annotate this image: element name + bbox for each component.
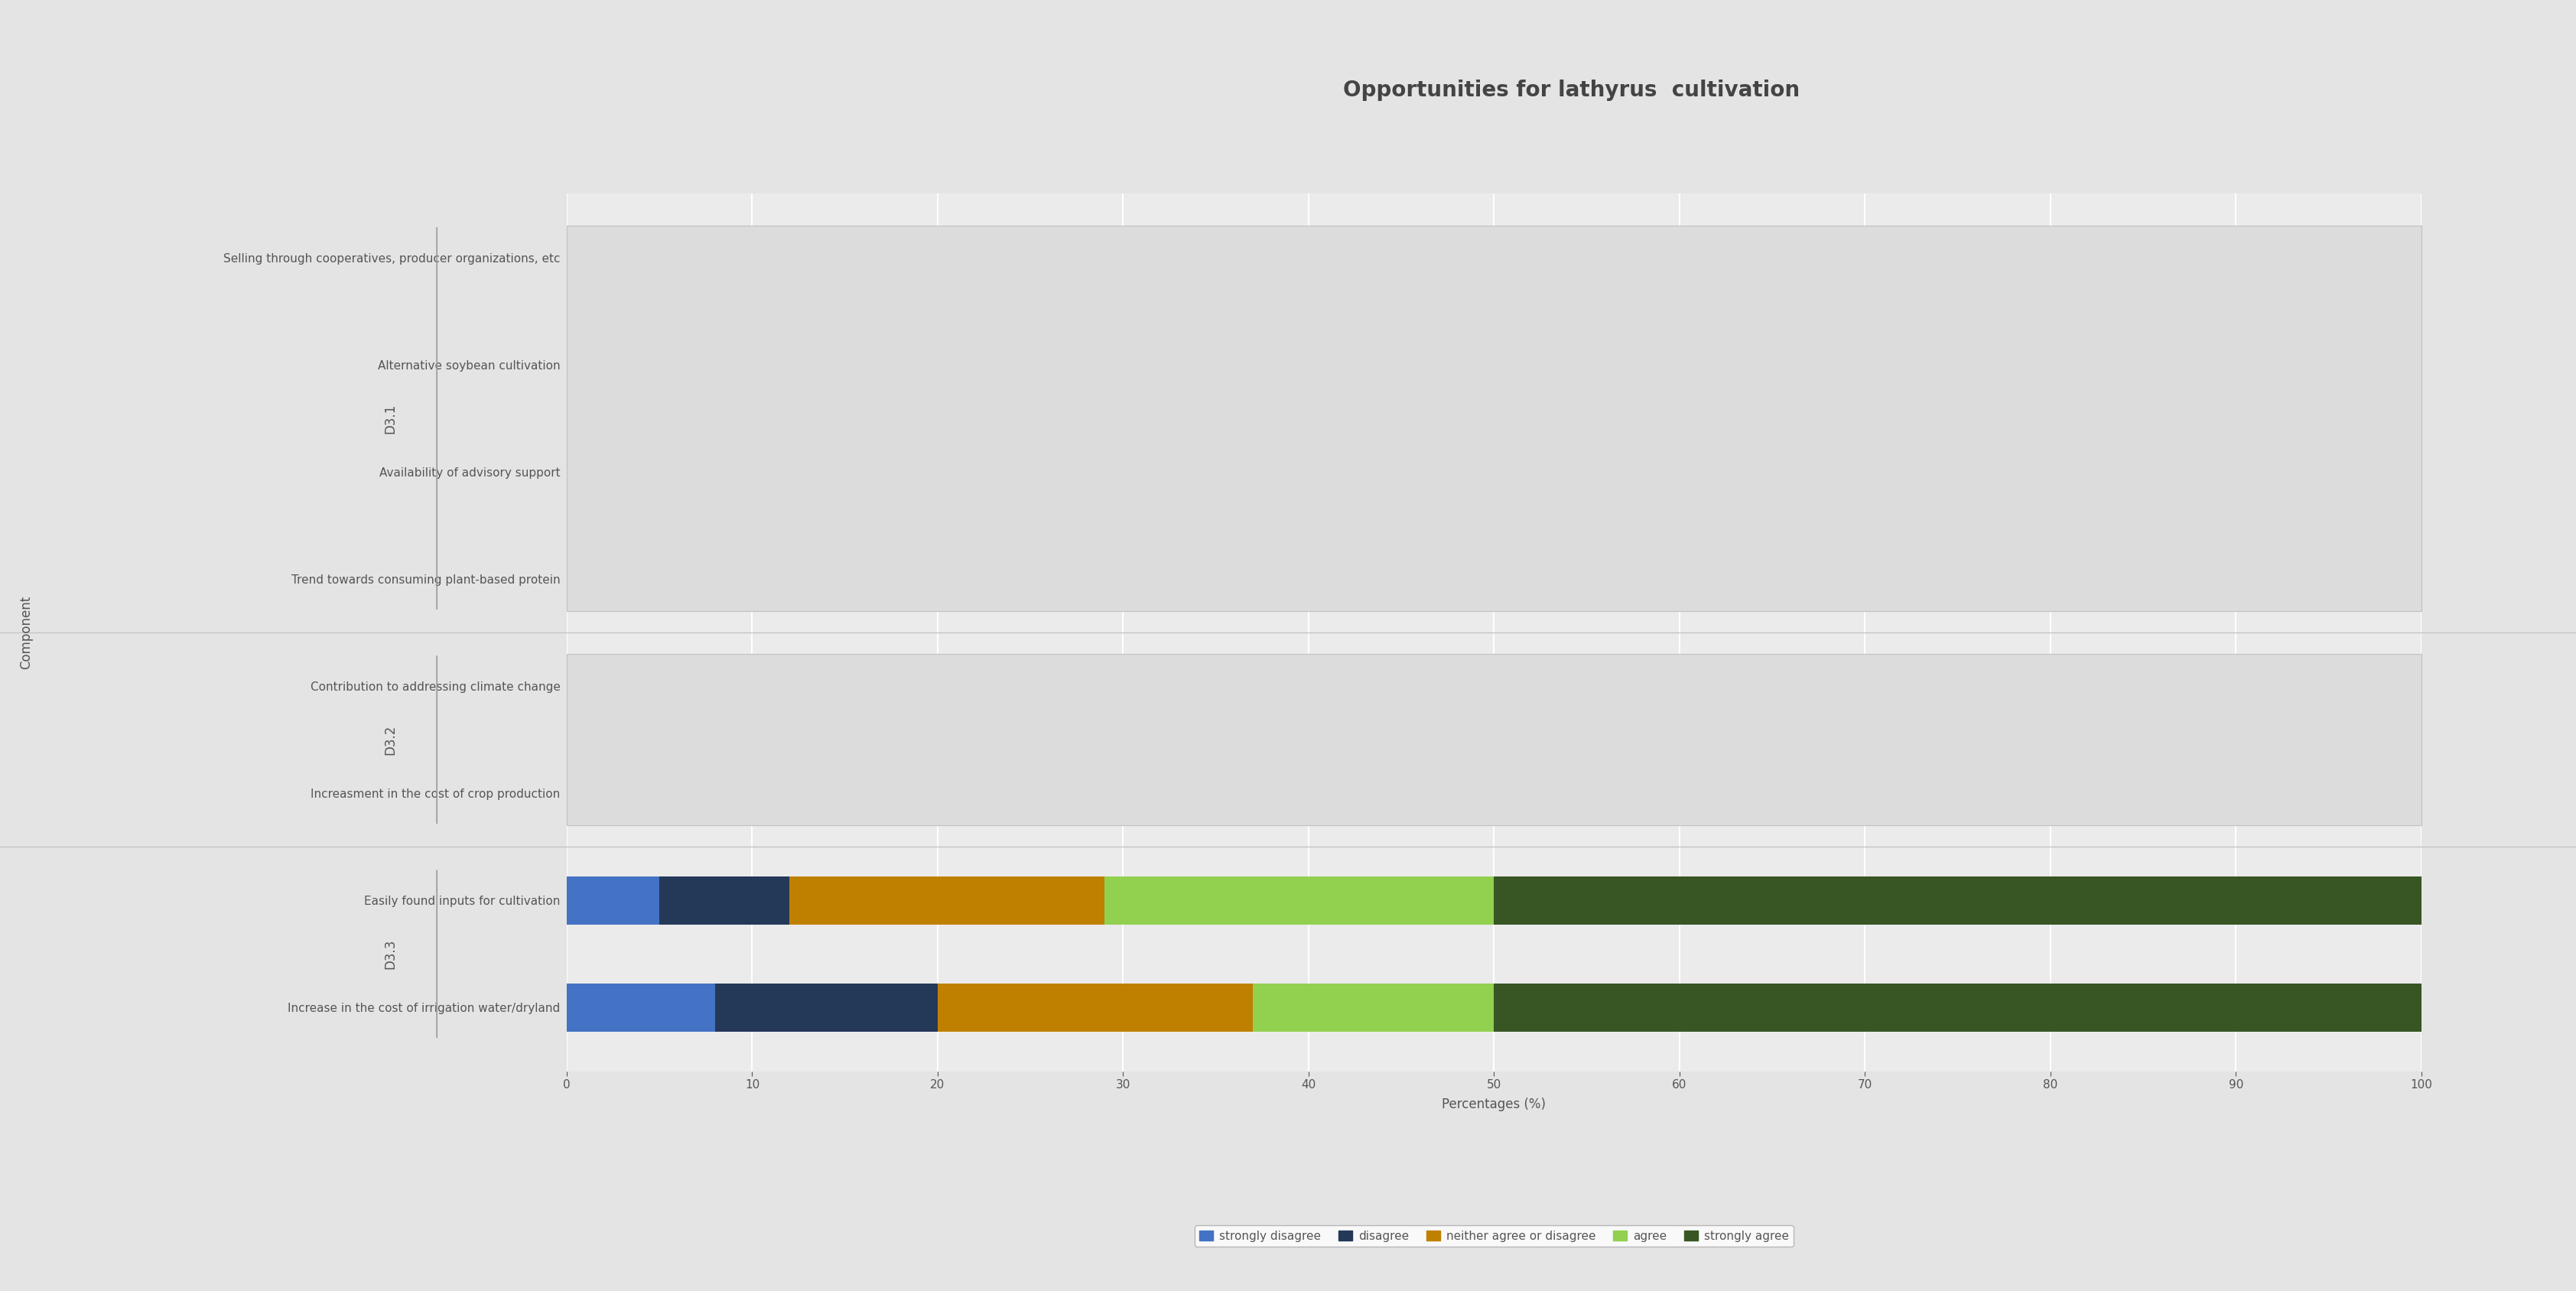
Bar: [1105, 877, 1494, 924]
Bar: [1066, 555, 1458, 603]
Bar: [1494, 984, 2421, 1032]
Bar: [1458, 448, 2421, 496]
Bar: [641, 769, 770, 817]
Bar: [567, 341, 734, 389]
Text: D3.2: D3.2: [384, 724, 397, 755]
Bar: [623, 234, 881, 281]
Bar: [623, 662, 788, 710]
Bar: [788, 448, 1105, 496]
Bar: [1662, 769, 2421, 817]
Bar: [1123, 769, 1662, 817]
Bar: [567, 448, 677, 496]
Bar: [567, 769, 641, 817]
Bar: [938, 984, 1252, 1032]
Bar: [567, 984, 716, 1032]
Bar: [677, 448, 788, 496]
Bar: [659, 555, 863, 603]
Bar: [567, 234, 623, 281]
Bar: [716, 984, 938, 1032]
Bar: [770, 769, 1123, 817]
Bar: [567, 226, 2421, 611]
Bar: [567, 877, 659, 924]
Text: D3.3: D3.3: [384, 939, 397, 970]
Bar: [1198, 341, 1605, 389]
Bar: [1030, 662, 1587, 710]
Bar: [734, 341, 938, 389]
Text: D3.1: D3.1: [384, 403, 397, 434]
Legend: strongly disagree, disagree, neither agree or disagree, agree, strongly agree: strongly disagree, disagree, neither agr…: [1195, 1225, 1793, 1246]
Bar: [881, 234, 1198, 281]
Bar: [659, 877, 788, 924]
Bar: [863, 555, 1066, 603]
Bar: [567, 555, 659, 603]
Bar: [567, 662, 623, 710]
Bar: [1105, 448, 1458, 496]
Bar: [1252, 984, 1494, 1032]
Text: Component: Component: [18, 595, 33, 670]
X-axis label: Percentages (%): Percentages (%): [1443, 1097, 1546, 1112]
Bar: [1587, 662, 2421, 710]
Bar: [1198, 234, 1754, 281]
Bar: [788, 877, 1105, 924]
Bar: [1458, 555, 2421, 603]
Bar: [567, 655, 2421, 825]
Bar: [1605, 341, 2421, 389]
Bar: [1754, 234, 2421, 281]
Bar: [1494, 877, 2421, 924]
Bar: [788, 662, 1030, 710]
Text: Opportunities for lathyrus  cultivation: Opportunities for lathyrus cultivation: [1342, 80, 1801, 101]
Bar: [938, 341, 1198, 389]
